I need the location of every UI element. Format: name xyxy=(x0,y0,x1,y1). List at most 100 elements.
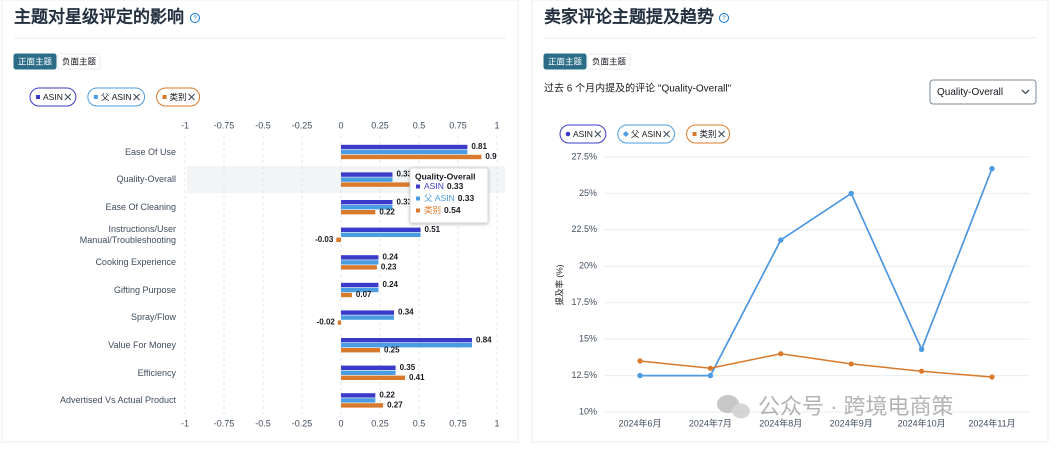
svg-text:?: ? xyxy=(193,16,197,22)
pill-bg xyxy=(617,124,676,144)
bar xyxy=(341,375,405,380)
tab-bg xyxy=(587,53,631,70)
data-label: 0.9 xyxy=(485,152,497,161)
help-icon[interactable]: ? xyxy=(719,13,729,23)
x-tick-label: 2024年10月 xyxy=(898,417,946,428)
dropdown[interactable]: Quality-Overall xyxy=(929,79,1037,105)
data-label: 0.34 xyxy=(398,308,414,317)
point xyxy=(848,361,854,367)
point xyxy=(989,166,995,172)
x-tick-label: 2024年8月 xyxy=(759,417,802,428)
bar xyxy=(336,237,341,242)
x-tick-label: -0.25 xyxy=(292,418,313,428)
legend-pill[interactable]: 父 ASIN xyxy=(87,87,146,107)
tab-bg xyxy=(57,53,101,70)
tab[interactable]: 正面主题 xyxy=(543,53,587,70)
y-tick-label: Quality-Overall xyxy=(116,174,176,185)
x-tick-label: -1 xyxy=(181,120,189,130)
bar xyxy=(341,287,379,293)
x-tick-label: 1 xyxy=(494,418,499,428)
help-icon[interactable]: ? xyxy=(190,13,200,23)
y-tick-label: Cooking Experience xyxy=(95,257,176,268)
tab-label: 正面主题 xyxy=(548,56,583,66)
x-tick-label: 0 xyxy=(338,418,343,428)
y-tick-label: 25% xyxy=(579,188,597,198)
data-label: 0.41 xyxy=(409,373,425,382)
data-label: 0.07 xyxy=(356,290,372,299)
legend-pill[interactable]: 类别 xyxy=(686,124,731,144)
data-label: 0.81 xyxy=(471,142,487,151)
y-tick-label: Efficiency xyxy=(137,367,176,378)
y-tick-label: Spray/Flow xyxy=(130,312,176,323)
bar xyxy=(341,149,468,155)
tab-bg xyxy=(543,53,587,70)
bar xyxy=(341,310,395,315)
x-tick-label: 0.25 xyxy=(371,418,389,428)
y-tick-label: Ease Of Cleaning xyxy=(105,202,176,213)
data-label: 0.35 xyxy=(400,363,416,372)
bar xyxy=(341,398,376,403)
x-tick-label: 0.5 xyxy=(413,418,426,428)
tab[interactable]: 正面主题 xyxy=(13,53,57,70)
x-tick-label: -0.25 xyxy=(292,120,313,130)
category-label-box: Quality-Overall xyxy=(116,174,176,185)
tooltip-swatch xyxy=(416,208,420,213)
tooltip-value: 0.54 xyxy=(444,205,461,215)
y-tick-label: 17.5% xyxy=(571,297,597,307)
x-tick-label: -0.75 xyxy=(214,120,235,130)
svg-text:类别0.54: 类别 0.54 xyxy=(424,205,461,215)
y-tick-label: 20% xyxy=(579,261,597,271)
panel-title: 主题对星级评定的影响 xyxy=(14,6,184,26)
data-label: 0.24 xyxy=(382,280,398,289)
legend-pill[interactable]: ASIN xyxy=(559,124,607,144)
legend-pill[interactable]: 类别 xyxy=(156,87,201,107)
dropdown-value: Quality-Overall xyxy=(937,87,1003,98)
x-tick-label: -1 xyxy=(181,418,189,428)
tab[interactable]: 负面主题 xyxy=(587,53,631,70)
tooltip-value: 0.33 xyxy=(447,181,464,191)
legend-label: 父 ASIN xyxy=(101,92,132,102)
legend-label: ASIN xyxy=(43,92,63,102)
category-label-box: Efficiency xyxy=(137,367,176,378)
point xyxy=(778,351,784,357)
legend-pill[interactable]: 父 ASIN xyxy=(617,124,676,144)
data-label: 0.24 xyxy=(382,253,398,262)
data-label: 0.25 xyxy=(384,345,400,354)
point xyxy=(707,372,714,379)
tooltip-swatch xyxy=(416,196,420,201)
bar xyxy=(341,292,352,298)
point xyxy=(848,190,854,197)
x-tick-label: -0.75 xyxy=(214,418,235,428)
category-label-box: Instructions/User Manual/Troubleshooting xyxy=(79,224,176,245)
legend-label: 父 ASIN xyxy=(631,129,662,139)
point xyxy=(637,372,643,379)
y-tick-label: 27.5% xyxy=(571,151,597,161)
watermark-text: 公众号 · 跨境电商策 xyxy=(758,394,954,419)
legend-marker xyxy=(162,95,167,99)
legend-marker xyxy=(622,131,629,137)
legend-marker xyxy=(565,131,571,137)
y-tick-label: Instructions/User Manual/Troubleshooting xyxy=(79,224,176,245)
legend-pill[interactable]: ASIN xyxy=(29,87,77,107)
y-tick-label: Ease Of Use xyxy=(124,146,176,157)
bar xyxy=(341,365,396,370)
x-tick-label: 0 xyxy=(338,120,343,130)
bar xyxy=(341,144,468,150)
tab[interactable]: 负面主题 xyxy=(57,53,101,70)
x-tick-label: -0.5 xyxy=(255,418,271,428)
x-tick-label: 0.5 xyxy=(413,120,426,130)
y-tick-label: Gifting Purpose xyxy=(113,284,176,295)
pill-bg xyxy=(559,124,607,144)
tooltip-title: Quality-Overall xyxy=(415,171,475,181)
y-tick-label: Value For Money xyxy=(108,340,176,351)
point xyxy=(919,368,925,374)
bar xyxy=(341,315,395,320)
legend-marker xyxy=(93,95,98,99)
bar xyxy=(341,265,377,270)
tooltip-swatch xyxy=(416,184,420,189)
bar xyxy=(341,200,393,205)
category-label-box: Advertised Vs Actual Product xyxy=(60,395,176,405)
bar xyxy=(341,227,421,232)
data-label: 0.33 xyxy=(396,170,412,179)
remove-icon xyxy=(133,93,140,101)
